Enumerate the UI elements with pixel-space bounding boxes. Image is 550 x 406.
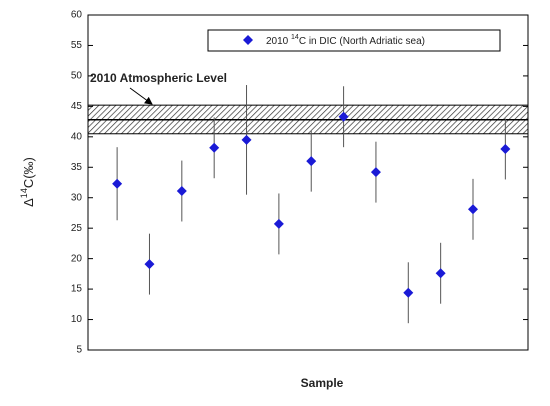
y-tick-label: 5: [76, 345, 82, 356]
y-tick-label: 35: [71, 162, 83, 173]
data-point: [144, 259, 155, 270]
y-tick-label: 10: [71, 314, 83, 325]
legend-label: 2010 14C in DIC (North Adriatic sea): [266, 34, 425, 47]
data-point: [112, 178, 123, 189]
legend-marker: [243, 35, 253, 45]
y-tick-label: 55: [71, 40, 83, 51]
y-axis-label: Δ14C(‰): [19, 157, 36, 207]
y-tick-label: 45: [71, 101, 83, 112]
data-point: [468, 204, 478, 215]
y-tick-label: 30: [71, 192, 83, 203]
data-point: [500, 144, 511, 154]
data-point: [403, 287, 414, 298]
band-arrow: [129, 87, 153, 105]
y-tick-label: 40: [71, 131, 83, 142]
y-tick-label: 50: [71, 71, 83, 82]
y-tick-label: 20: [71, 253, 83, 264]
data-point: [306, 156, 317, 167]
y-tick-label: 25: [71, 223, 83, 234]
y-tick-label: 60: [71, 10, 83, 21]
data-point: [338, 111, 349, 122]
data-point: [370, 167, 381, 178]
y-tick-label: 15: [71, 284, 83, 295]
legend-label-sup: 14: [291, 34, 299, 41]
data-point: [176, 186, 187, 197]
data-point: [435, 268, 446, 279]
x-axis-label: Sample: [301, 376, 344, 390]
data-point: [209, 142, 220, 153]
legend-label-part: C in DIC (North Adriatic sea): [299, 36, 425, 47]
legend-label-part: 2010: [266, 36, 291, 47]
data-point: [273, 218, 284, 229]
data-point: [241, 134, 252, 145]
legend-box: [207, 29, 501, 52]
plot-frame: [87, 14, 529, 351]
band-label: 2010 Atmospheric Level: [90, 71, 227, 85]
